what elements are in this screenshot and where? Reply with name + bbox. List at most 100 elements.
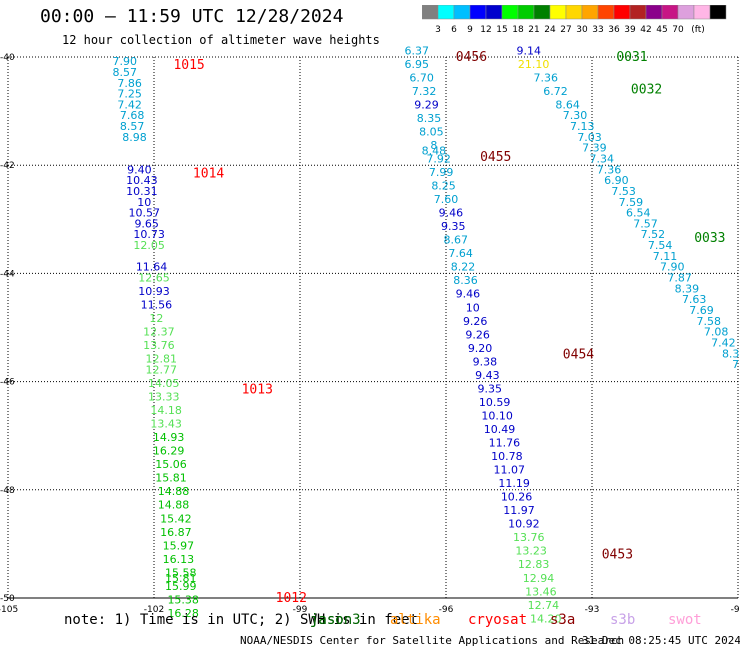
legend-swot: swot [668, 612, 702, 628]
swh-value: 15.42 [160, 512, 192, 525]
x-tick-label: -93 [585, 605, 600, 615]
swh-value: 7.36 [597, 163, 622, 176]
swh-value: 13.43 [150, 418, 182, 431]
swh-value: 12.65 [138, 272, 170, 285]
swh-value: 6.70 [409, 71, 434, 84]
page-subtitle: 12 hour collection of altimeter wave hei… [62, 33, 380, 47]
swh-value: 7.90 [113, 55, 138, 68]
x-tick-label: -99 [293, 605, 308, 615]
swh-value: 9.35 [441, 220, 466, 233]
swh-value: 13.76 [513, 531, 545, 544]
swh-value: 11.07 [494, 464, 526, 477]
swh-value: 8.98 [122, 131, 147, 144]
swh-value: 8.25 [431, 180, 456, 193]
swh-value: 11.76 [489, 437, 521, 450]
swh-value: 16.13 [163, 553, 195, 566]
swh-value: 10.78 [491, 450, 523, 463]
swh-value: 14.18 [150, 404, 182, 417]
swh-value: 6.54 [626, 207, 651, 220]
scale-label: 30 [576, 25, 588, 35]
swh-value: 21.10 [518, 58, 550, 71]
scale-label: 36 [608, 25, 620, 35]
swh-value: 7.86 [117, 77, 142, 90]
scale-label: 33 [592, 25, 603, 35]
swh-value: 12.74 [528, 599, 560, 612]
swh-value: 12 [149, 312, 163, 325]
pass-time-label: 1012 [276, 591, 307, 606]
scale-label: 18 [512, 25, 524, 35]
swh-value: 7.11 [653, 250, 678, 263]
swh-value: 12.83 [518, 558, 550, 571]
swh-value: 7.42 [117, 98, 142, 111]
legend-s3b: s3b [610, 612, 636, 628]
x-tick-label: -102 [144, 605, 164, 615]
swh-value: 9.20 [468, 342, 493, 355]
swh-value: 7.63 [682, 293, 707, 306]
swh-value: 15.99 [165, 580, 197, 593]
scale-label: 24 [544, 25, 556, 35]
swh-value: 9.38 [473, 355, 498, 368]
swh-value: 10.26 [501, 491, 533, 504]
swh-value: 10.73 [133, 228, 165, 241]
swh-value: 8.48 [422, 144, 447, 157]
swh-value: 8.3 [722, 347, 740, 360]
swh-value: 9.46 [456, 288, 481, 301]
swh-value: 15.81 [155, 472, 187, 485]
swh-value: 7.90 [660, 261, 685, 274]
swh-value: 9.46 [439, 207, 464, 220]
scale-label: 45 [656, 25, 667, 35]
swh-value: 10.49 [484, 423, 516, 436]
scale-label: 6 [451, 25, 457, 35]
x-tick-label: -105 [0, 605, 18, 615]
swh-value: 7.87 [667, 272, 692, 285]
swh-value: 7.32 [412, 85, 437, 98]
scale-label: 15 [496, 25, 507, 35]
scale-label: (ft) [691, 25, 705, 35]
swh-value: 13.33 [148, 391, 180, 404]
y-tick-label: -48 [0, 486, 15, 496]
legend-cryosat: cryosat [468, 612, 528, 628]
swh-value: 12.81 [146, 353, 178, 366]
swh-value: 15.06 [155, 458, 187, 471]
pass-time-label: 0453 [602, 548, 633, 563]
swh-value: 9.26 [463, 315, 488, 328]
credit-text: NOAA/NESDIS Center for Satellite Applica… [240, 634, 625, 647]
swh-value: 6.90 [604, 174, 629, 187]
swh-value: 7.08 [704, 326, 729, 339]
swh-value: 10.43 [126, 174, 158, 187]
swh-value: 6.95 [405, 58, 430, 71]
legend-s3a: s3a [550, 612, 576, 628]
swh-value: 12.94 [523, 572, 555, 585]
pass-time-label: 0032 [631, 82, 662, 97]
scale-label: 39 [624, 25, 636, 35]
swh-value: 10.10 [481, 409, 513, 422]
y-tick-label: -40 [0, 53, 15, 63]
scale-label: 9 [467, 25, 473, 35]
swh-value: 11.97 [503, 504, 535, 517]
swh-value: 7.92 [426, 152, 451, 165]
swh-value: 13.46 [525, 585, 557, 598]
swh-value: 14.05 [148, 377, 180, 390]
swh-value: 7.30 [563, 109, 588, 122]
footer-note: note: 1) Time is in UTC; 2) SWH is in fe… [64, 612, 419, 628]
legend-altika: altika [390, 612, 441, 628]
x-tick-label: -90 [731, 605, 740, 615]
pass-time-label: 0454 [563, 348, 594, 363]
swh-value: 7.99 [429, 166, 454, 179]
swh-value: 9.35 [478, 382, 503, 395]
swh-value: 8.39 [675, 282, 700, 295]
swh-value: 7.03 [577, 131, 602, 144]
swh-value: 7.60 [434, 193, 459, 206]
swh-value: 14.88 [158, 499, 190, 512]
swh-value: 7.25 [117, 88, 142, 101]
swh-value: 10.57 [129, 207, 161, 220]
swh-value: 7.64 [448, 247, 473, 260]
legend-jason3-overlay: jaso [310, 612, 344, 628]
swh-value: 14.88 [158, 485, 190, 498]
y-tick-label: -44 [0, 269, 15, 279]
generated-timestamp: 31 Dec 08:25:45 UTC 2024 [582, 634, 740, 647]
swh-value: 7.52 [641, 228, 666, 241]
swh-value: 11.19 [498, 477, 530, 490]
